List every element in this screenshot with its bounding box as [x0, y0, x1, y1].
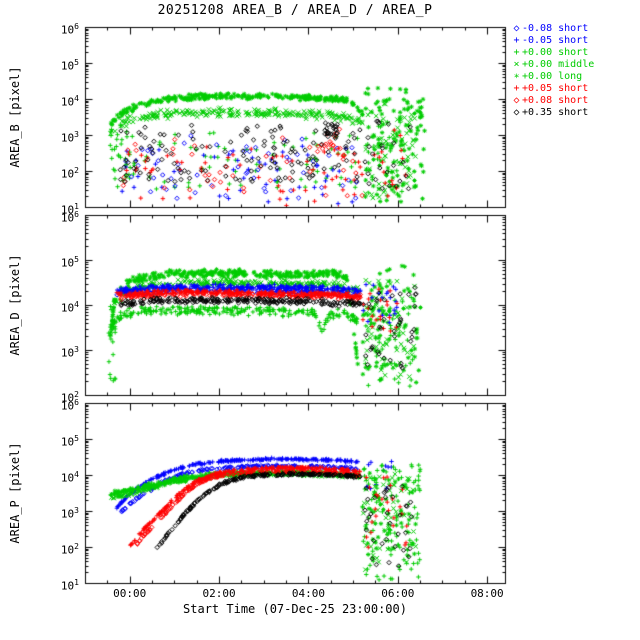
plus-icon: +: [513, 83, 520, 94]
y-tick-label: 102: [60, 166, 79, 181]
x-tick-label: 04:00: [291, 587, 325, 600]
plus-icon: +: [513, 47, 520, 58]
legend-label: +0.35 short: [522, 107, 589, 118]
y-tick-label: 105: [60, 434, 79, 449]
legend-item: ◇ +0.35 short: [511, 107, 594, 119]
legend-label: +0.00 long: [522, 71, 583, 82]
y-axis-label-area-p: AREA_P [pixel]: [8, 442, 22, 544]
x-tick-label: 00:00: [113, 587, 147, 600]
legend-item: + -0.05 short: [511, 35, 594, 47]
legend-item: ◇ -0.08 short: [511, 23, 594, 35]
y-axis-label-area-b: AREA_B [pixel]: [8, 66, 22, 168]
y-tick-label: 104: [60, 300, 79, 315]
legend-item: ∗ +0.00 long: [511, 71, 594, 83]
diamond-icon: ◇: [513, 95, 520, 106]
y-tick-label: 104: [60, 94, 79, 109]
y-tick-label: 103: [60, 130, 79, 145]
y-tick-label: 105: [60, 255, 79, 270]
asterisk-icon: ∗: [513, 71, 520, 82]
x-tick-label: 02:00: [202, 587, 236, 600]
legend-label: +0.00 short: [522, 47, 589, 58]
y-tick-label: 103: [60, 506, 79, 521]
y-tick-label: 103: [60, 345, 79, 360]
legend-label: +0.05 short: [522, 83, 589, 94]
diamond-icon: ◇: [513, 23, 520, 34]
y-tick-label: 105: [60, 58, 79, 73]
cross-icon: ×: [513, 59, 520, 70]
diamond-icon: ◇: [513, 107, 520, 118]
x-tick-label: 06:00: [381, 587, 415, 600]
y-tick-label: 102: [60, 542, 79, 557]
legend-item: ◇ +0.08 short: [511, 95, 594, 107]
y-tick-label: 104: [60, 470, 79, 485]
legend-label: -0.05 short: [522, 35, 589, 46]
legend-item: + +0.00 short: [511, 47, 594, 59]
legend-item: + +0.05 short: [511, 83, 594, 95]
chart-title: 20251208 AREA_B / AREA_D / AREA_P: [157, 3, 433, 18]
y-tick-label: 106: [60, 22, 79, 37]
y-axis-label-area-d: AREA_D [pixel]: [8, 254, 22, 356]
y-tick-label: 102: [60, 390, 79, 405]
x-tick-label: 08:00: [470, 587, 504, 600]
legend-label: +0.00 middle: [522, 59, 595, 70]
plus-icon: +: [513, 35, 520, 46]
y-tick-label: 101: [60, 202, 79, 217]
legend-label: -0.08 short: [522, 23, 589, 34]
x-axis-label: Start Time (07-Dec-25 23:00:00): [183, 602, 407, 616]
y-tick-label: 106: [60, 210, 79, 225]
y-tick-label: 101: [60, 578, 79, 593]
y-tick-label: 106: [60, 398, 79, 413]
legend: ◇ -0.08 short + -0.05 short + +0.00 short × +0.…: [511, 23, 594, 119]
legend-item: × +0.00 middle: [511, 59, 594, 71]
legend-label: +0.08 short: [522, 95, 589, 106]
